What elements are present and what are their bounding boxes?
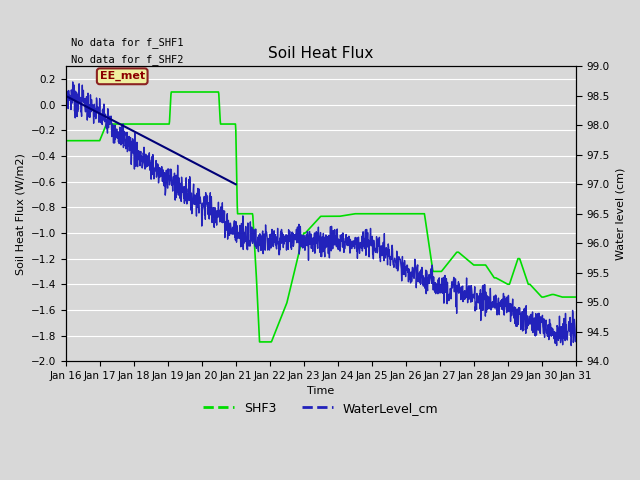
Y-axis label: Soil Heat Flux (W/m2): Soil Heat Flux (W/m2) (15, 153, 25, 275)
Text: No data for f_SHF2: No data for f_SHF2 (71, 55, 183, 65)
Legend: SHF3, WaterLevel_cm: SHF3, WaterLevel_cm (198, 397, 444, 420)
Title: Soil Heat Flux: Soil Heat Flux (268, 46, 373, 61)
Y-axis label: Water level (cm): Water level (cm) (615, 168, 625, 260)
Text: No data for f_SHF1: No data for f_SHF1 (71, 37, 183, 48)
X-axis label: Time: Time (307, 386, 334, 396)
Text: EE_met: EE_met (100, 71, 145, 82)
